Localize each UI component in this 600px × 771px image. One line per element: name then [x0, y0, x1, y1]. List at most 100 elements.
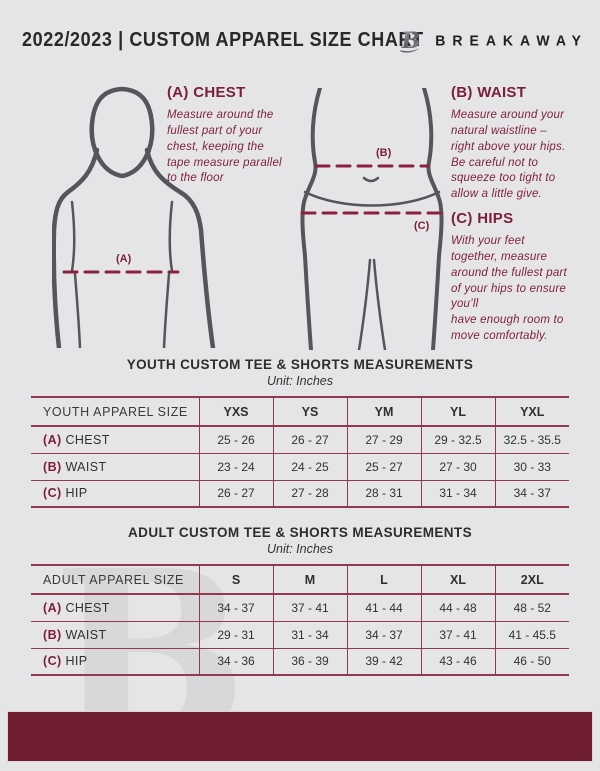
- waist-description: Measure around your natural waistline – …: [451, 109, 566, 201]
- hip-curve: [303, 190, 441, 207]
- right-armpit: [168, 200, 174, 273]
- size-range-cell: 31 - 34: [272, 620, 347, 648]
- apparel-size-header: ADULT APPAREL SIZE: [31, 565, 199, 595]
- column-header: S: [198, 565, 273, 595]
- size-range-cell: 39 - 42: [346, 647, 421, 675]
- brand-logo: B BREAKAWAY: [398, 18, 588, 62]
- table-row: (C) HIP 26 - 27 27 - 28 28 - 31 31 - 34 34 - …: [31, 479, 569, 507]
- table-row: (B) WAIST 29 - 31 31 - 34 34 - 37 37 - 41 41 …: [31, 620, 569, 648]
- column-header: YL: [420, 397, 495, 427]
- chest-heading: (A) CHEST: [167, 84, 246, 101]
- row-label: WAIST: [65, 627, 107, 642]
- hips-guide: (C) HIPS With your feet together, measur…: [451, 210, 596, 345]
- size-range-cell: 48 - 52: [494, 594, 569, 621]
- column-header: YS: [272, 397, 347, 427]
- measurement-label-cell: (C) HIP: [31, 647, 199, 675]
- size-range-cell: 44 - 48: [420, 594, 495, 621]
- chest-guide: (A) CHEST Measure around the fullest par…: [167, 84, 312, 187]
- row-marker: (A): [43, 600, 66, 615]
- size-range-cell: 34 - 37: [346, 620, 421, 648]
- adult-section-title: ADULT CUSTOM TEE & SHORTS MEASUREMENTS: [128, 525, 472, 540]
- size-range-cell: 26 - 27: [272, 426, 347, 453]
- waist-heading: (B) WAIST: [451, 84, 527, 101]
- size-range-cell: 25 - 27: [346, 452, 421, 480]
- hips-heading: (C) HIPS: [451, 210, 514, 227]
- right-torso-line: [162, 272, 171, 348]
- row-label: WAIST: [65, 459, 107, 474]
- size-range-cell: 25 - 26: [198, 426, 273, 453]
- row-marker: (B): [43, 627, 66, 642]
- table-row: (C) HIP 34 - 36 36 - 39 39 - 42 43 - 46 46 - …: [31, 647, 569, 675]
- left-waist-hip-leg: [300, 88, 322, 350]
- column-header: YM: [346, 397, 421, 427]
- youth-size-table: YOUTH APPAREL SIZE YXS YS YM YL YXL (A) CHEST 2…: [31, 396, 569, 508]
- size-range-cell: 24 - 25: [272, 452, 347, 480]
- brand-name: BREAKAWAY: [435, 31, 588, 49]
- size-range-cell: 31 - 34: [420, 479, 495, 507]
- youth-section-title: YOUTH CUSTOM TEE & SHORTS MEASUREMENTS: [126, 357, 474, 372]
- hips-marker: (C): [414, 220, 430, 232]
- apparel-size-header: YOUTH APPAREL SIZE: [31, 397, 199, 427]
- waist-guide: (B) WAIST Measure around your natural wa…: [451, 84, 591, 203]
- right-shoulder-arm: [144, 147, 216, 348]
- table-header-row: ADULT APPAREL SIZE S M L XL 2XL: [31, 565, 569, 595]
- left-shoulder-arm: [52, 147, 100, 348]
- size-range-cell: 41 - 45.5: [494, 620, 569, 648]
- size-range-cell: 37 - 41: [420, 620, 495, 648]
- head-outline: [89, 86, 155, 179]
- size-range-cell: 27 - 29: [346, 426, 421, 453]
- size-range-cell: 46 - 50: [494, 647, 569, 675]
- table-header-row: YOUTH APPAREL SIZE YXS YS YM YL YXL: [31, 397, 569, 427]
- column-header: YXL: [494, 397, 569, 427]
- column-header: 2XL: [494, 565, 569, 595]
- table-row: (A) CHEST 34 - 37 37 - 41 41 - 44 44 - 48 48 …: [31, 594, 569, 621]
- row-marker: (C): [43, 654, 66, 669]
- row-label: HIP: [65, 486, 88, 501]
- column-header: XL: [420, 565, 495, 595]
- table-row: (B) WAIST 23 - 24 24 - 25 25 - 27 27 - 30 30 …: [31, 452, 569, 480]
- measurement-label-cell: (C) HIP: [31, 479, 199, 507]
- lower-body-figure: [300, 88, 444, 350]
- inner-left-leg: [357, 258, 372, 350]
- measurement-label-cell: (A) CHEST: [31, 594, 199, 621]
- size-range-cell: 43 - 46: [420, 647, 495, 675]
- size-range-cell: 37 - 41: [272, 594, 347, 621]
- size-range-cell: 34 - 36: [198, 647, 273, 675]
- row-marker: (A): [43, 432, 66, 447]
- measurement-label-cell: (B) WAIST: [31, 452, 199, 480]
- inner-right-leg: [372, 258, 387, 350]
- navel: [362, 176, 380, 183]
- size-range-cell: 29 - 31: [198, 620, 273, 648]
- youth-unit-label: Unit: Inches: [266, 374, 333, 388]
- size-range-cell: 36 - 39: [272, 647, 347, 675]
- svg-text:B: B: [399, 28, 422, 54]
- row-marker: (B): [43, 459, 66, 474]
- size-range-cell: 30 - 33: [494, 452, 569, 480]
- breakaway-b-icon: B: [399, 28, 422, 54]
- waist-marker: (B): [376, 147, 392, 159]
- size-range-cell: 41 - 44: [346, 594, 421, 621]
- adult-unit-label: Unit: Inches: [266, 542, 333, 556]
- measurement-label-cell: (A) CHEST: [31, 426, 199, 453]
- column-header: M: [272, 565, 347, 595]
- size-range-cell: 34 - 37: [198, 594, 273, 621]
- footer-accent-bar: [7, 711, 593, 762]
- upper-body-figure: [52, 86, 216, 348]
- page-title: 2022/2023 | CUSTOM APPAREL SIZE CHART: [22, 28, 424, 51]
- column-header: YXS: [198, 397, 273, 427]
- left-torso-line: [73, 272, 82, 348]
- adult-size-table: ADULT APPAREL SIZE S M L XL 2XL (A) CHEST 34 - …: [31, 564, 569, 676]
- size-range-cell: 26 - 27: [198, 479, 273, 507]
- row-marker: (C): [43, 486, 66, 501]
- row-label: CHEST: [65, 432, 110, 447]
- size-range-cell: 28 - 31: [346, 479, 421, 507]
- chest-description: Measure around the fullest part of your …: [167, 109, 282, 185]
- table-row: (A) CHEST 25 - 26 26 - 27 27 - 29 29 - 32.5 3…: [31, 426, 569, 453]
- size-range-cell: 27 - 28: [272, 479, 347, 507]
- size-range-cell: 23 - 24: [198, 452, 273, 480]
- row-label: HIP: [65, 654, 88, 669]
- measurement-label-cell: (B) WAIST: [31, 620, 199, 648]
- size-range-cell: 32.5 - 35.5: [494, 426, 569, 453]
- hips-description: With your feet together, measure around …: [451, 235, 567, 343]
